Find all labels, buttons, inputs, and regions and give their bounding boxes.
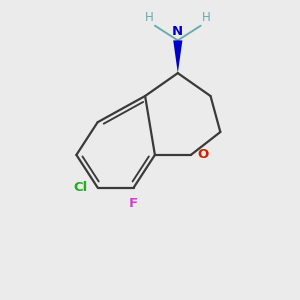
Text: H: H [202,11,211,24]
Text: O: O [198,148,209,161]
Text: F: F [129,197,138,210]
Polygon shape [173,40,182,73]
Text: H: H [145,11,153,24]
Text: Cl: Cl [74,181,88,194]
Text: N: N [172,25,183,38]
